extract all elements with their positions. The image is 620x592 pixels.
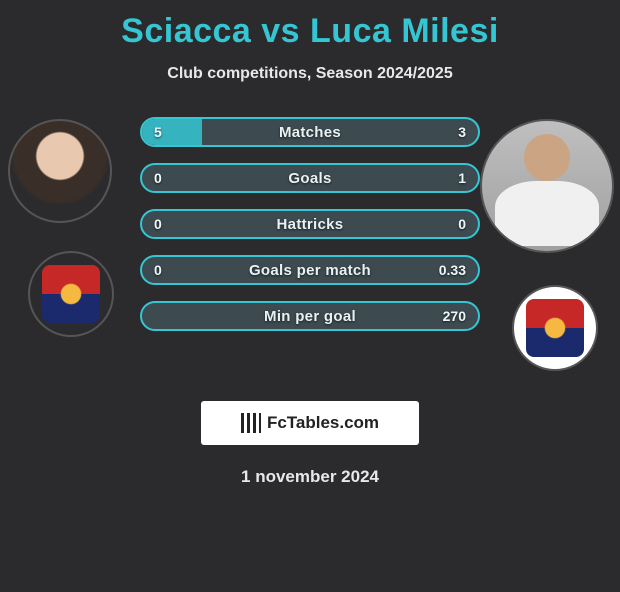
club-left-crest [28, 251, 114, 337]
page-title: Sciacca vs Luca Milesi [0, 12, 620, 51]
stat-label: Min per goal [264, 308, 356, 325]
stat-value-left: 5 [154, 124, 162, 140]
club-right-crest [512, 285, 598, 371]
stat-value-left: 0 [154, 170, 162, 186]
player-right-avatar [480, 119, 614, 253]
brand-badge: FcTables.com [201, 401, 419, 445]
bar-chart-icon [241, 413, 261, 433]
stat-row: 0 Goals per match 0.33 [140, 255, 480, 285]
stat-value-right: 3 [458, 124, 466, 140]
crest-icon [526, 299, 583, 356]
stat-row: 5 Matches 3 [140, 117, 480, 147]
stat-value-right: 1 [458, 170, 466, 186]
stat-label: Goals per match [249, 262, 371, 279]
stat-row: 0 Hattricks 0 [140, 209, 480, 239]
brand-text: FcTables.com [267, 413, 379, 433]
stat-label: Hattricks [277, 216, 344, 233]
subtitle: Club competitions, Season 2024/2025 [0, 65, 620, 83]
stat-row: Min per goal 270 [140, 301, 480, 331]
stat-value-right: 0.33 [439, 262, 466, 278]
player-left-avatar [8, 119, 112, 223]
stat-value-right: 0 [458, 216, 466, 232]
stat-bars: 5 Matches 3 0 Goals 1 0 Hattricks 0 0 Goals per ma… [140, 117, 480, 347]
player-silhouette-icon [482, 121, 612, 251]
footer-date: 1 november 2024 [0, 467, 620, 487]
stat-label: Matches [279, 124, 341, 141]
crest-icon [42, 265, 99, 322]
bar-fill-left [142, 119, 202, 145]
stat-value-left: 0 [154, 262, 162, 278]
stat-value-left: 0 [154, 216, 162, 232]
comparison-panel: 5 Matches 3 0 Goals 1 0 Hattricks 0 0 Goals per ma… [0, 111, 620, 371]
stat-value-right: 270 [443, 308, 466, 324]
stat-row: 0 Goals 1 [140, 163, 480, 193]
stat-label: Goals [288, 170, 331, 187]
